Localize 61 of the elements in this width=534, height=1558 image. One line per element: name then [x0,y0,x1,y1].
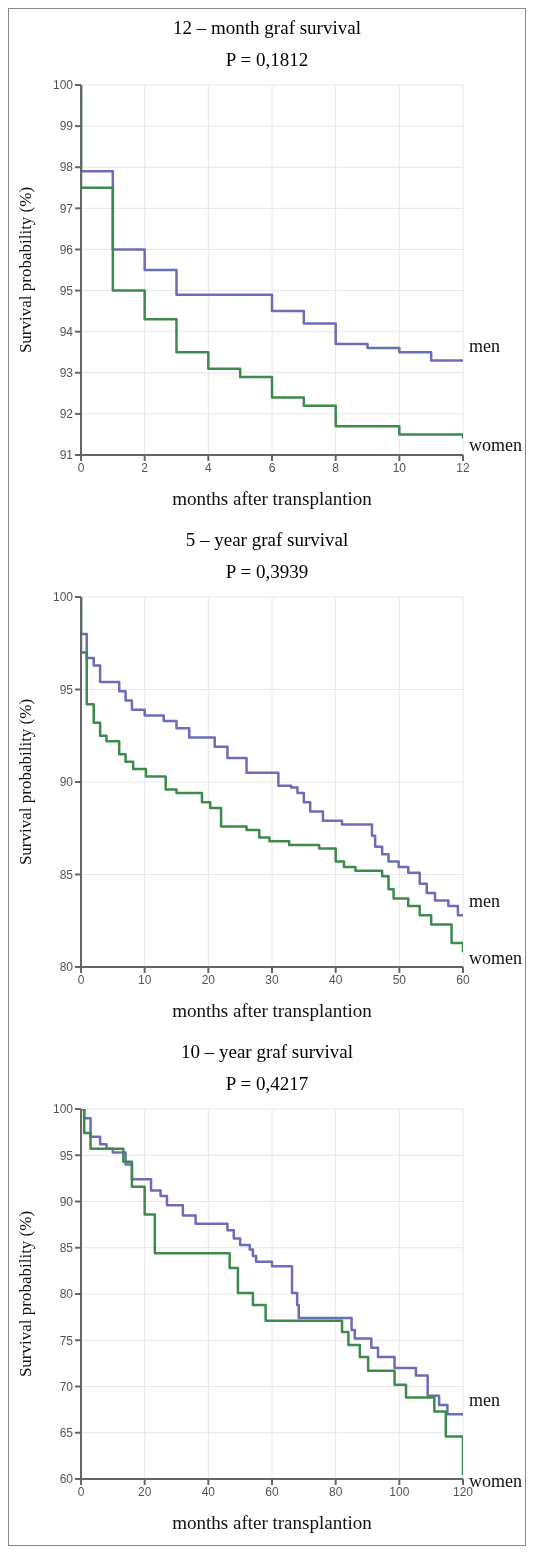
x-tick-label: 60 [456,972,470,987]
y-tick-label: 100 [52,78,74,93]
x-tick-label: 2 [141,460,149,475]
y-axis-title: Survival probability (%) [16,186,36,354]
y-tick-label: 65 [59,1426,74,1441]
y-tick-label: 85 [59,867,74,882]
y-tick-label: 80 [59,1287,74,1302]
x-tick-label: 40 [328,972,343,987]
y-tick-label: 96 [59,242,74,257]
x-tick-label: 80 [328,1484,343,1499]
x-axis-title: months after transplantion [172,1000,373,1021]
text: P = 0,4217 [224,1073,310,1095]
x-tick-label: 4 [204,460,212,475]
y-tick-label: 98 [59,160,74,175]
x-axis-title: months after transplantion [172,488,373,509]
y-tick-label: 95 [59,1148,74,1163]
y-tick-label: 97 [59,201,74,216]
y-axis-title: Survival probability (%) [16,1210,36,1378]
x-tick-label: 8 [332,460,340,475]
x-tick-label: 10 [392,460,407,475]
y-tick-label: 90 [59,775,74,790]
x-tick-label: 6 [268,460,276,475]
y-tick-label: 90 [59,1194,74,1209]
chart-title: 10 – year graf survival [180,1041,354,1063]
x-tick-label: 0 [77,1484,85,1499]
y-tick-label: 95 [59,283,74,298]
y-tick-label: 91 [59,448,74,463]
series-label: women [469,434,522,455]
y-tick-label: 94 [59,324,74,339]
text: P = 0,3939 [224,561,310,583]
x-tick-label: 30 [265,972,279,987]
x-tick-label: 40 [201,1484,216,1499]
x-axis-title: months after transplantion [172,1512,373,1533]
chart-title: 5 – year graf survival [184,529,350,551]
text: P = 0,1812 [224,49,310,71]
x-tick-label: 12 [456,460,470,475]
y-tick-label: 60 [59,1472,74,1487]
x-tick-label: 100 [389,1484,410,1499]
y-tick-label: 85 [59,1241,74,1256]
x-tick-label: 20 [137,1484,152,1499]
y-tick-label: 99 [59,119,74,134]
x-tick-label: 20 [201,972,216,987]
y-tick-label: 92 [59,407,74,422]
y-tick-label: 100 [52,590,74,605]
x-tick-label: 60 [265,1484,279,1499]
x-tick-label: 0 [77,460,85,475]
series-label: men [469,1390,500,1411]
y-tick-label: 100 [52,1102,74,1117]
y-tick-label: 93 [59,366,74,381]
x-tick-label: 10 [137,972,152,987]
y-tick-label: 75 [59,1333,74,1348]
series-label: men [469,336,500,357]
chart-title: 12 – month graf survival [172,17,362,39]
series-label: men [469,891,500,912]
x-tick-label: 50 [392,972,407,987]
series-label: women [469,948,522,969]
x-tick-label: 0 [77,972,85,987]
y-tick-label: 70 [59,1379,74,1394]
y-tick-label: 80 [59,960,74,975]
y-tick-label: 95 [59,682,74,697]
y-axis-title: Survival probability (%) [16,698,36,866]
